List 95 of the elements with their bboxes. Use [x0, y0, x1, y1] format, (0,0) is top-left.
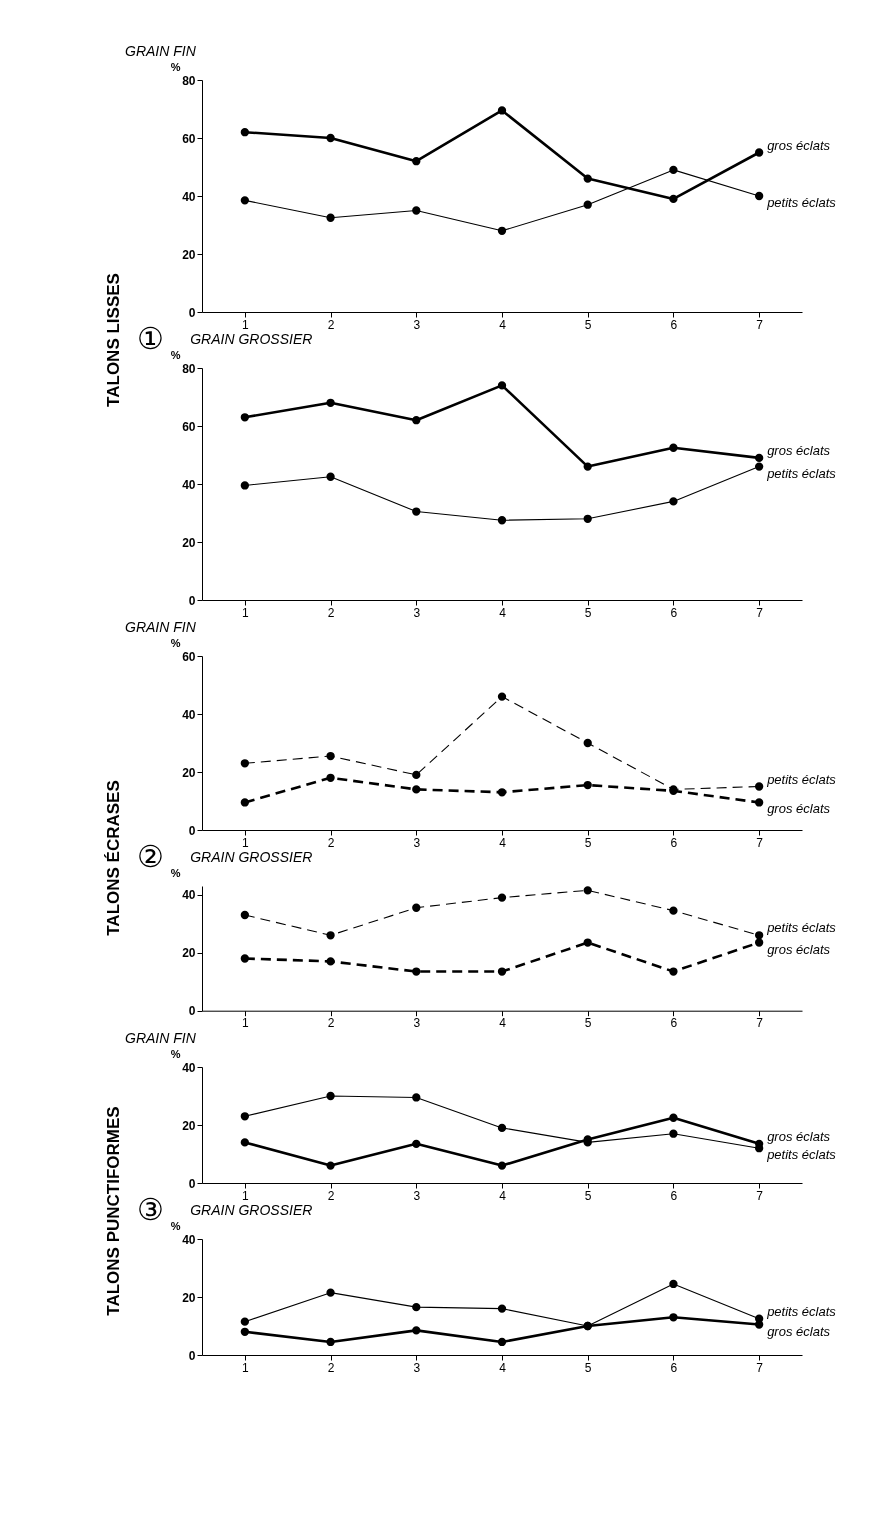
text: TALONS LISSES	[104, 273, 123, 407]
x-tick-label: 3	[413, 317, 421, 332]
text: ③	[136, 1193, 164, 1226]
series-label: gros éclats	[767, 442, 831, 458]
chart-title: GRAIN FIN	[125, 43, 197, 59]
x-tick-label: 3	[413, 605, 421, 620]
x-tick-label: 6	[670, 835, 678, 850]
y-tick-label: 0	[188, 1004, 196, 1019]
x-tick-label: 4	[499, 835, 507, 850]
x-tick-label: 6	[670, 1360, 678, 1375]
series-label: petits éclats	[766, 771, 837, 787]
y-tick-label: 40	[182, 189, 196, 204]
y-axis-title: %	[170, 636, 181, 649]
x-tick-label: 2	[327, 1360, 335, 1375]
x-tick-label: 3	[413, 1016, 421, 1031]
y-tick-label: 80	[182, 361, 196, 376]
x-tick-label: 7	[756, 1360, 764, 1375]
chart-title: GRAIN GROSSIER	[190, 849, 313, 865]
x-tick-label: 5	[584, 1188, 592, 1203]
y-tick-label: 20	[182, 1118, 196, 1133]
y-tick-label: 60	[182, 131, 196, 146]
text: TALONS ÉCRASES	[104, 780, 123, 936]
series-label: gros éclats	[767, 1323, 831, 1339]
y-tick-label: 40	[182, 1060, 196, 1075]
x-tick-label: 7	[756, 605, 764, 620]
x-tick-label: 1	[242, 835, 250, 850]
x-tick-label: 2	[327, 1188, 335, 1203]
x-tick-label: 2	[327, 317, 335, 332]
y-tick-label: 20	[182, 765, 196, 780]
x-tick-label: 1	[242, 317, 250, 332]
x-tick-label: 1	[242, 1016, 250, 1031]
x-tick-label: 4	[499, 1188, 507, 1203]
y-tick-label: 20	[182, 247, 196, 262]
y-tick-label: 60	[182, 649, 196, 664]
x-tick-label: 5	[584, 317, 592, 332]
y-tick-label: 0	[188, 305, 196, 320]
x-tick-label: 4	[499, 1360, 507, 1375]
x-tick-label: 7	[756, 835, 764, 850]
y-tick-label: 40	[182, 707, 196, 722]
x-tick-label: 6	[670, 1188, 678, 1203]
y-tick-label: 40	[182, 477, 196, 492]
chart-title: GRAIN GROSSIER	[190, 331, 313, 347]
y-tick-label: 80	[182, 73, 196, 88]
x-tick-label: 7	[756, 1016, 764, 1031]
y-tick-label: 40	[182, 888, 196, 903]
y-tick-label: 60	[182, 419, 196, 434]
y-axis-title: %	[170, 1219, 181, 1232]
y-axis-title: %	[170, 60, 181, 73]
x-tick-label: 2	[327, 835, 335, 850]
x-tick-label: 3	[413, 1188, 421, 1203]
series-label: gros éclats	[767, 801, 831, 817]
x-tick-label: 1	[242, 1360, 250, 1375]
x-tick-label: 7	[756, 1188, 764, 1203]
text: ②	[136, 840, 164, 873]
chart-title: GRAIN FIN	[125, 1030, 197, 1046]
x-tick-label: 6	[670, 317, 678, 332]
x-tick-label: 3	[413, 835, 421, 850]
x-tick-label: 2	[327, 605, 335, 620]
y-tick-label: 0	[188, 593, 196, 608]
y-tick-label: 20	[182, 535, 196, 550]
y-axis-title: %	[170, 1047, 181, 1060]
series-label: gros éclats	[767, 941, 831, 957]
x-tick-label: 1	[242, 1188, 250, 1203]
x-tick-label: 4	[499, 1016, 507, 1031]
series-label: gros éclats	[767, 137, 831, 153]
y-tick-label: 0	[188, 1176, 196, 1191]
x-tick-label: 5	[584, 835, 592, 850]
x-tick-label: 3	[413, 1360, 421, 1375]
x-tick-label: 5	[584, 1360, 592, 1375]
text: TALONS PUNCTIFORMES	[104, 1106, 123, 1316]
y-axis-title: %	[170, 866, 181, 879]
x-tick-label: 6	[670, 1016, 678, 1031]
series-label: gros éclats	[767, 1128, 831, 1144]
x-tick-label: 6	[670, 605, 678, 620]
y-tick-label: 0	[188, 1348, 196, 1363]
x-tick-label: 4	[499, 317, 507, 332]
series-label: petits éclats	[766, 1303, 837, 1319]
x-tick-label: 2	[327, 1016, 335, 1031]
text: ①	[136, 322, 164, 355]
chart-title: GRAIN FIN	[125, 619, 197, 635]
x-tick-label: 5	[584, 1016, 592, 1031]
series-label: petits éclats	[766, 920, 837, 936]
y-axis-title: %	[170, 348, 181, 361]
series-label: petits éclats	[766, 465, 837, 481]
chart-title: GRAIN GROSSIER	[190, 1202, 313, 1218]
y-tick-label: 20	[182, 946, 196, 961]
x-tick-label: 1	[242, 605, 250, 620]
y-tick-label: 40	[182, 1232, 196, 1247]
series-label: petits éclats	[766, 195, 837, 210]
y-tick-label: 0	[188, 823, 196, 838]
x-tick-label: 7	[756, 317, 764, 332]
x-tick-label: 4	[499, 605, 507, 620]
y-tick-label: 20	[182, 1290, 196, 1305]
x-tick-label: 5	[584, 605, 592, 620]
series-label: petits éclats	[766, 1147, 837, 1163]
